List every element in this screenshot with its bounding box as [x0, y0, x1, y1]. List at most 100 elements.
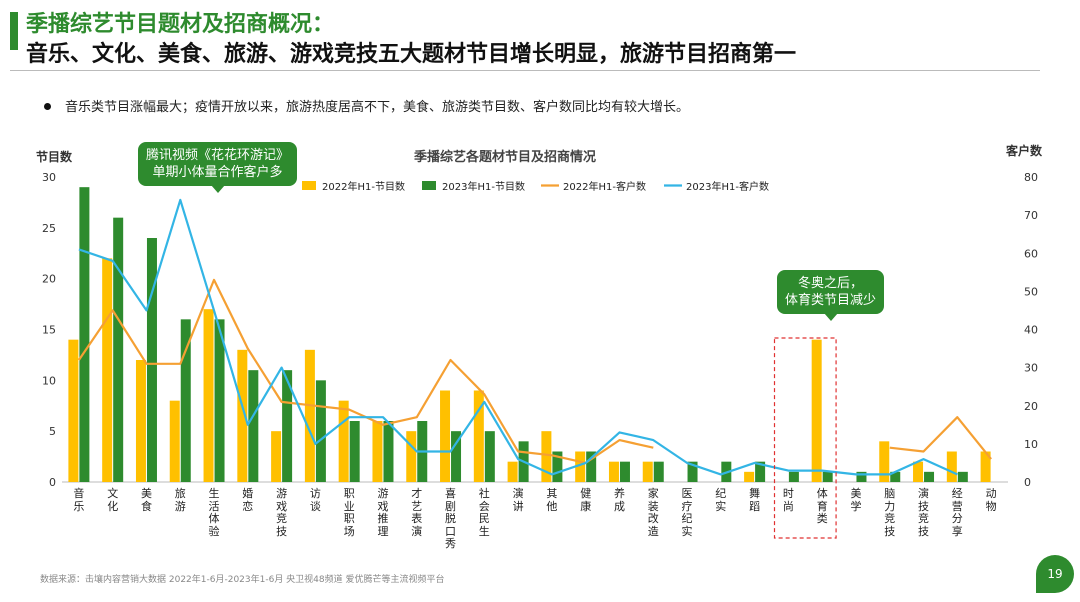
x-tick-label: 游戏推理 — [377, 487, 389, 538]
legend-2023-customers-label: 2023年H1-客户数 — [686, 180, 769, 193]
source-note: 数据来源：击壤内容营销大数据 2022年1-6月-2023年1-6月 央卫视48… — [40, 575, 445, 585]
y-tick-label: 30 — [42, 171, 56, 184]
bar-2022 — [642, 461, 653, 482]
bullet-icon — [44, 103, 51, 110]
bar-2023 — [180, 319, 191, 482]
x-tick-label: 喜剧脱口秀 — [445, 487, 456, 550]
bar-2022 — [372, 421, 383, 482]
bar-2022 — [169, 400, 180, 482]
line-2023-customers — [78, 198, 958, 476]
bar-2023 — [586, 451, 597, 482]
bar-2022 — [338, 400, 349, 482]
page-title-line1: 季播综艺节目题材及招商概况： — [26, 12, 335, 37]
legend-2023-programs-swatch — [422, 181, 436, 190]
y-tick-label: 5 — [49, 425, 56, 438]
x-tick-label: 演技竞技 — [918, 487, 929, 538]
bar-2022 — [473, 390, 484, 482]
y-axis-title: 节目数 — [36, 149, 73, 164]
bar-2022 — [879, 441, 890, 482]
x-tick-label: 动物 — [985, 487, 997, 513]
bar-2023 — [383, 421, 394, 482]
bar-2023 — [282, 370, 293, 482]
bar-2022 — [507, 461, 518, 482]
x-tick-label: 舞蹈 — [749, 487, 761, 513]
x-tick-label: 社会民生 — [478, 487, 490, 538]
x-tick-label: 养成 — [614, 487, 625, 513]
y-tick-label: 15 — [42, 324, 56, 337]
bar-2023 — [113, 217, 124, 482]
bar-2023 — [248, 370, 259, 482]
bar-2022 — [237, 349, 248, 482]
y-tick-label: 20 — [42, 273, 56, 286]
legend-2022-programs-swatch — [302, 181, 316, 190]
x-tick-label: 健康 — [580, 487, 592, 513]
x-tick-label: 婚恋 — [242, 487, 254, 513]
bar-2022 — [271, 431, 282, 482]
bullet-text: 音乐类节目涨幅最大；疫情开放以来，旅游热度居高不下，美食、旅游类节目数、客户数同… — [65, 100, 690, 115]
callout-travel-line2: 单期小体量合作客户多 — [152, 165, 283, 180]
x-tick-label: 经营分享 — [951, 487, 963, 538]
x-tick-label: 游戏竞技 — [276, 487, 288, 538]
y-tick-label: 0 — [49, 476, 56, 489]
x-tick-label: 访谈 — [309, 487, 321, 513]
legend-2022-customers-label: 2022年H1-客户数 — [563, 180, 646, 193]
line-2022-customers — [77, 278, 654, 464]
y2-tick-label: 80 — [1024, 171, 1038, 184]
y2-tick-label: 0 — [1024, 476, 1031, 489]
y2-tick-label: 20 — [1024, 400, 1038, 413]
chart-title: 季播综艺各题材节目及招商情况 — [413, 149, 596, 165]
bar-2023 — [484, 431, 495, 482]
bar-2023 — [552, 451, 563, 482]
bar-2022 — [913, 461, 924, 482]
page-number-badge: 19 — [1036, 555, 1074, 593]
callout-travel-line1: 腾讯视频《花花环游记》 — [146, 148, 290, 163]
page-title-line2: 音乐、文化、美食、旅游、游戏竞技五大题材节目增长明显，旅游节目招商第一 — [26, 42, 797, 67]
y2-tick-label: 30 — [1024, 362, 1038, 375]
bar-2023 — [79, 187, 90, 482]
bar-2022 — [203, 309, 214, 482]
x-tick-label: 时尚 — [782, 487, 794, 513]
x-tick-label: 医疗纪实 — [681, 487, 693, 538]
y2-tick-label: 40 — [1024, 324, 1038, 337]
title-divider — [10, 70, 1040, 71]
bar-2023 — [146, 238, 157, 482]
bar-2022 — [541, 431, 552, 482]
callout-sports-line1: 冬奥之后， — [798, 276, 864, 291]
y2-tick-label: 70 — [1024, 209, 1038, 222]
bar-2023 — [788, 471, 799, 482]
bar-2022 — [744, 471, 755, 482]
x-tick-label: 家装改造 — [647, 487, 659, 538]
bar-2022 — [406, 431, 417, 482]
bar-2022 — [304, 349, 315, 482]
x-tick-label: 音乐 — [73, 487, 85, 513]
bar-2023 — [822, 471, 833, 482]
legend-2022-programs-label: 2022年H1-节目数 — [322, 180, 405, 193]
x-tick-label: 体育类 — [816, 487, 828, 525]
x-tick-label: 美学 — [850, 487, 862, 513]
x-tick-label: 职业职场 — [343, 487, 355, 538]
callout-sports: 冬奥之后， 体育类节目减少 — [777, 270, 885, 321]
bar-2023 — [856, 471, 867, 482]
y2-axis-title: 客户数 — [1005, 143, 1043, 158]
y-tick-label: 25 — [42, 222, 56, 235]
x-tick-label: 演讲 — [512, 487, 524, 513]
x-tick-label: 其他 — [546, 487, 558, 513]
bar-2022 — [440, 390, 451, 482]
bar-2023 — [957, 471, 968, 482]
x-tick-label: 生活体验 — [208, 487, 220, 538]
bar-2023 — [214, 319, 225, 482]
bar-2022 — [980, 451, 991, 482]
bar-2023 — [890, 471, 901, 482]
bar-2022 — [575, 451, 586, 482]
y-tick-label: 10 — [42, 374, 56, 387]
y2-tick-label: 60 — [1024, 247, 1038, 260]
bar-2022 — [102, 258, 113, 482]
x-tick-label: 旅游 — [174, 487, 186, 513]
callout-sports-line2: 体育类节目减少 — [785, 293, 877, 308]
bar-2022 — [946, 451, 957, 482]
x-tick-label: 才艺表演 — [411, 487, 423, 538]
x-tick-label: 脑力竞技 — [884, 487, 896, 538]
bar-2023 — [619, 461, 630, 482]
bar-2022 — [68, 339, 79, 482]
